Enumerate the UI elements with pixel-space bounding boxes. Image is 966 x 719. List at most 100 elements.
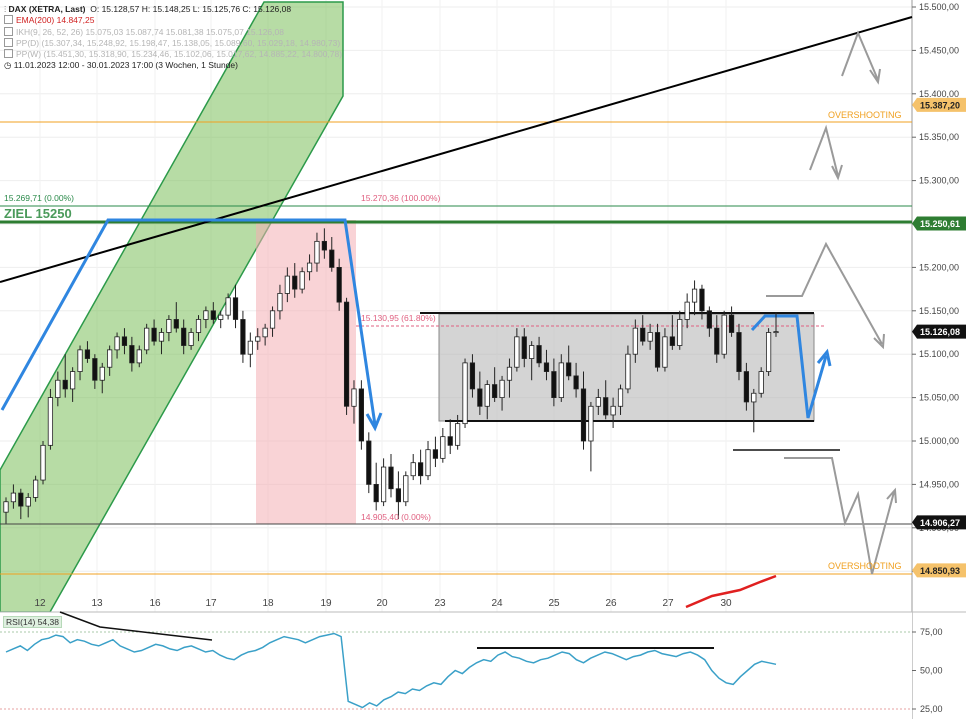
candle-body <box>33 479 39 498</box>
candle-body <box>3 501 9 513</box>
candle <box>33 475 39 502</box>
checkbox-icon[interactable] <box>4 49 13 59</box>
candle-body <box>240 319 246 355</box>
candle-body <box>521 336 527 359</box>
candle-body <box>425 449 431 477</box>
candle <box>144 323 150 355</box>
candle-body <box>469 362 476 390</box>
candle <box>166 315 172 342</box>
candle-body <box>529 345 535 359</box>
candle <box>40 441 46 485</box>
checkbox-icon[interactable] <box>4 15 13 25</box>
candle-body <box>18 492 24 507</box>
gray-scenario-right <box>766 241 885 350</box>
candle-body <box>62 379 68 390</box>
rsi-trend-line-left <box>59 611 213 641</box>
candle <box>765 328 772 376</box>
candle-body <box>640 327 646 342</box>
x-tick-label: 26 <box>605 598 617 609</box>
candle <box>728 306 735 337</box>
rsi-panel-bg <box>0 612 912 719</box>
red-drop-zone <box>256 220 356 524</box>
candle <box>699 284 705 320</box>
candle <box>329 237 335 272</box>
candle-body <box>151 327 157 342</box>
candle-body <box>595 397 601 407</box>
candle <box>232 284 239 329</box>
checkbox-icon[interactable] <box>4 26 13 36</box>
candle-body <box>277 293 283 312</box>
candle <box>440 427 446 463</box>
price-tag-bg <box>912 324 966 339</box>
price-tag-label: 15.387,20 <box>920 100 960 110</box>
candle <box>181 319 187 355</box>
price-tag-bg <box>912 563 966 578</box>
candle-body <box>321 240 327 251</box>
legend-ppw-row: PP(W) (15.451,30, 15.318,90, 15.234,46, … <box>4 49 342 60</box>
candle <box>255 328 261 350</box>
legend-ppw: PP(W) (15.451,30, 15.318,90, 15.234,46, … <box>16 49 343 60</box>
candle <box>595 388 601 415</box>
candle <box>262 323 268 346</box>
candle-body <box>558 362 564 399</box>
candle-body <box>699 288 705 312</box>
y-tick-label: 15.150,00 <box>919 306 959 316</box>
candle-body <box>573 375 579 390</box>
y-tick-label: 15.000,00 <box>919 436 959 446</box>
candle-body <box>403 475 409 503</box>
candle-body <box>25 497 31 507</box>
x-tick-label: 17 <box>205 598 217 609</box>
overshooting-bottom-label: OVERSHOOTING <box>828 561 902 571</box>
candle <box>773 312 779 337</box>
rsi-series <box>5 632 777 709</box>
candle-body <box>625 353 631 390</box>
candle <box>625 345 631 394</box>
candle <box>691 280 698 316</box>
candle <box>218 310 224 329</box>
candle-body <box>92 358 98 381</box>
candle-body <box>247 340 253 355</box>
candle-body <box>225 297 231 316</box>
candle-body <box>358 388 364 442</box>
x-tick-label: 24 <box>491 598 503 609</box>
blue-right-arrow <box>816 348 832 367</box>
y-tick-label: 15.350,00 <box>919 132 959 142</box>
candle-body <box>580 388 587 442</box>
candle-body <box>195 319 202 333</box>
x-axis: 12 13 16 17 18 19 20 23 24 25 26 27 30 <box>34 598 732 609</box>
legend-instrument-row: ⫶ DAX (XETRA, Last) O: 15.128,57 H: 15.1… <box>4 4 342 15</box>
checkbox-icon[interactable] <box>4 37 13 47</box>
candle-body <box>677 319 683 346</box>
chart-legend: ⫶ DAX (XETRA, Last) O: 15.128,57 H: 15.1… <box>4 4 342 72</box>
gray-scenario-bottom <box>784 457 897 575</box>
candle <box>499 375 505 411</box>
candle <box>240 310 246 363</box>
x-tick-label: 13 <box>91 598 103 609</box>
candle <box>610 397 616 428</box>
candle <box>662 328 668 372</box>
candle-body <box>99 366 105 381</box>
candle <box>129 336 135 372</box>
candle-body <box>306 262 313 273</box>
candle-body <box>269 310 276 329</box>
candle-body <box>499 379 505 398</box>
candle <box>647 323 653 350</box>
price-tag: 14.906,27 <box>912 515 966 530</box>
candle <box>343 297 350 415</box>
price-tag-label: 15.250,61 <box>920 219 960 229</box>
candle-body <box>292 275 298 290</box>
candle-body <box>514 336 520 368</box>
candle <box>314 232 320 272</box>
y-tick-label: 15.400,00 <box>919 89 959 99</box>
candle-body <box>736 332 742 372</box>
x-tick-label: 20 <box>376 598 388 609</box>
legend-instrument: DAX (XETRA, Last) <box>8 4 86 14</box>
candle <box>210 302 216 324</box>
legend-ema-value: 14.847,25 <box>56 15 95 26</box>
candle-body <box>210 310 216 320</box>
candle-body <box>588 405 594 442</box>
candle-body <box>543 362 550 372</box>
rsi-legend-text: RSI(14) 54,38 <box>6 617 59 627</box>
legend-ohlc: O: 15.128,57 H: 15.148,25 L: 15.125,76 C… <box>90 4 292 14</box>
candle-body <box>492 384 498 398</box>
